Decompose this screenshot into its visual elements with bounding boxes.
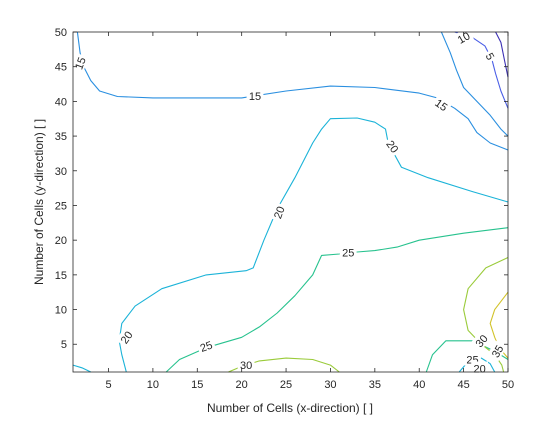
- contour-label: 15: [73, 56, 88, 72]
- x-tick-label: 40: [413, 379, 425, 391]
- contour-label-background: [70, 52, 89, 74]
- contour-label-background: [471, 361, 488, 375]
- plot-area-background: [73, 32, 508, 372]
- x-tick-label: 15: [191, 379, 203, 391]
- contour-label-group: 20: [382, 135, 404, 157]
- x-tick-label: 35: [369, 379, 381, 391]
- y-axis-label: Number of Cells (y-direction) [ ]: [32, 119, 46, 285]
- contour-label-background: [482, 48, 499, 64]
- contour-label-group: 15: [70, 52, 89, 74]
- contour-label-group: 35: [487, 340, 507, 362]
- x-tick-label: 25: [280, 379, 292, 391]
- contour-label-group: 20: [471, 361, 488, 376]
- y-tick-label: 5: [61, 339, 67, 351]
- y-tick-label: 40: [55, 96, 67, 108]
- x-tick-label: 50: [502, 379, 514, 391]
- contour-label-group: 15: [246, 88, 264, 103]
- contour-label-group: 25: [195, 336, 217, 355]
- contour-line-level-20: [72, 364, 92, 373]
- contour-label: 30: [240, 360, 252, 372]
- contour-label: 20: [119, 329, 136, 346]
- contour-label-group: 25: [339, 245, 357, 260]
- contour-label-background: [431, 94, 453, 115]
- contour-label: 25: [199, 340, 215, 355]
- y-tick-label: 45: [55, 62, 67, 74]
- y-tick-label: 10: [55, 305, 67, 317]
- x-tick-label: 10: [147, 379, 159, 391]
- x-tick-label: 45: [457, 379, 469, 391]
- contour-label-background: [237, 358, 255, 372]
- x-axis-ticks: 5 10 15 20 25 30 35 40 45 50: [105, 32, 514, 391]
- plot-area-border: [72, 31, 509, 373]
- contour-label-background: [269, 202, 288, 223]
- contour-label: 5: [483, 51, 496, 62]
- contour-label-background: [470, 329, 492, 352]
- contour-label-group: 5: [482, 48, 499, 64]
- y-tick-label: 20: [55, 235, 67, 247]
- contour-line-level-15: [76, 31, 509, 151]
- contour-line-level-30: [463, 257, 509, 373]
- y-axis-ticks: 5 10 15 20 25 30 35 40 45 50: [55, 27, 508, 351]
- contour-line-level-5: [495, 31, 509, 78]
- contour-label: 20: [383, 139, 400, 156]
- contour-line-level-15: [440, 31, 509, 137]
- contour-label: 10: [456, 30, 473, 47]
- contour-label-background: [382, 135, 404, 157]
- y-tick-label: 30: [55, 166, 67, 178]
- contour-label-background: [487, 340, 507, 362]
- contour-label: 15: [432, 97, 449, 114]
- contour-label: 20: [272, 205, 287, 221]
- y-tick-label: 50: [55, 27, 67, 39]
- x-tick-label: 5: [105, 379, 111, 391]
- x-axis-label: Number of Cells (x-direction) [ ]: [207, 401, 373, 415]
- contour-line-level-25: [165, 227, 509, 373]
- contour-label-group: 30: [237, 358, 255, 372]
- contour-label-background: [115, 326, 137, 348]
- contour-label-group: 20: [269, 202, 288, 223]
- y-tick-label: 15: [55, 270, 67, 282]
- contour-label-background: [195, 336, 217, 355]
- contour-label: 35: [490, 343, 507, 360]
- contour-label: 15: [249, 91, 261, 103]
- contour-label: 25: [342, 248, 354, 260]
- contour-label-background: [246, 88, 264, 102]
- contour-label-group: 15: [431, 94, 453, 115]
- y-tick-label: 25: [55, 200, 67, 212]
- x-tick-label: 30: [324, 379, 336, 391]
- contour-label-group: 20: [115, 326, 137, 348]
- y-tick-label: 35: [55, 131, 67, 143]
- contour-label: 20: [473, 364, 485, 376]
- x-tick-label: 20: [236, 379, 248, 391]
- contour-label-background: [339, 245, 357, 259]
